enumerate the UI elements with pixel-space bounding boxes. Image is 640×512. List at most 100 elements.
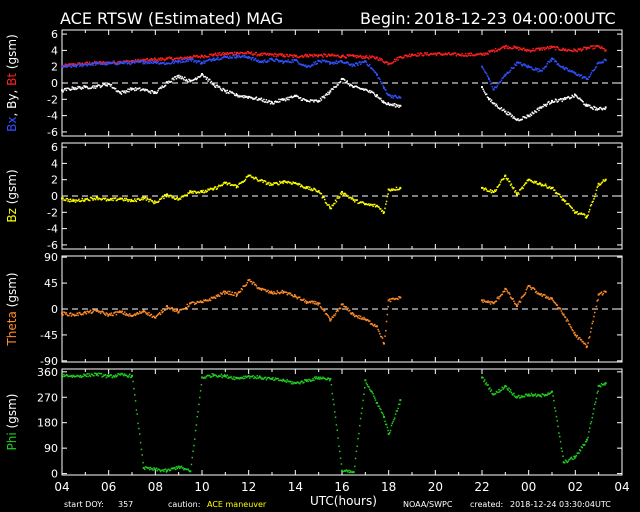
data-trace bbox=[368, 65, 370, 67]
data-trace bbox=[217, 86, 219, 88]
data-trace bbox=[144, 196, 147, 199]
data-trace bbox=[292, 383, 294, 385]
data-trace bbox=[202, 376, 204, 379]
data-trace bbox=[274, 53, 277, 55]
data-trace bbox=[489, 51, 491, 53]
data-trace bbox=[385, 320, 388, 323]
data-trace bbox=[378, 206, 380, 208]
data-trace bbox=[547, 101, 549, 104]
data-trace bbox=[553, 101, 555, 103]
data-trace bbox=[207, 55, 209, 58]
data-trace bbox=[505, 73, 508, 75]
data-trace bbox=[394, 298, 396, 301]
data-trace bbox=[162, 310, 164, 313]
data-point bbox=[107, 375, 110, 378]
data-trace bbox=[186, 194, 188, 196]
data-trace bbox=[446, 53, 448, 56]
data-trace bbox=[496, 391, 498, 394]
data-trace bbox=[216, 58, 218, 60]
data-trace bbox=[494, 47, 497, 50]
data-trace bbox=[330, 207, 333, 210]
data-trace bbox=[279, 98, 282, 101]
data-trace bbox=[265, 290, 268, 293]
data-trace bbox=[229, 377, 231, 379]
data-trace bbox=[133, 387, 135, 390]
data-trace bbox=[601, 294, 604, 296]
data-trace bbox=[599, 61, 602, 64]
data-trace bbox=[264, 101, 266, 103]
data-trace bbox=[444, 53, 446, 56]
data-trace bbox=[351, 312, 353, 314]
data-trace bbox=[540, 184, 543, 187]
data-trace bbox=[544, 103, 547, 106]
data-point bbox=[341, 303, 343, 306]
data-trace bbox=[389, 298, 391, 300]
data-trace bbox=[308, 100, 310, 103]
data-trace bbox=[184, 58, 186, 60]
data-trace bbox=[245, 52, 248, 55]
data-trace bbox=[507, 111, 509, 113]
data-trace bbox=[110, 374, 113, 376]
data-trace bbox=[210, 53, 213, 56]
data-trace bbox=[68, 64, 70, 66]
data-point bbox=[142, 309, 145, 312]
data-trace bbox=[565, 203, 568, 205]
data-trace bbox=[596, 300, 598, 302]
data-trace bbox=[322, 196, 324, 198]
data-trace bbox=[593, 198, 595, 200]
data-trace bbox=[244, 377, 246, 380]
data-point bbox=[84, 374, 87, 377]
data-trace bbox=[547, 60, 549, 63]
data-trace bbox=[304, 54, 306, 57]
data-trace bbox=[219, 88, 222, 90]
data-point bbox=[306, 99, 308, 102]
data-trace bbox=[99, 197, 101, 200]
data-trace bbox=[374, 71, 377, 74]
data-trace bbox=[134, 198, 136, 200]
data-trace bbox=[303, 55, 305, 58]
data-trace bbox=[134, 313, 136, 315]
data-trace bbox=[284, 180, 286, 182]
data-trace bbox=[118, 311, 120, 314]
data-trace bbox=[389, 95, 392, 97]
data-trace bbox=[234, 94, 237, 97]
data-point bbox=[282, 379, 285, 382]
data-trace bbox=[303, 381, 305, 384]
data-trace bbox=[80, 376, 83, 379]
data-trace bbox=[377, 328, 379, 331]
data-trace bbox=[258, 180, 260, 182]
data-trace bbox=[269, 57, 271, 60]
data-trace bbox=[193, 301, 195, 304]
data-trace bbox=[549, 392, 552, 394]
data-trace bbox=[338, 61, 340, 63]
data-trace bbox=[377, 405, 379, 407]
data-trace bbox=[348, 310, 350, 312]
data-trace bbox=[66, 374, 68, 377]
data-trace bbox=[93, 375, 95, 377]
data-trace bbox=[123, 91, 125, 94]
data-trace bbox=[435, 54, 438, 57]
data-trace bbox=[346, 309, 348, 311]
data-trace bbox=[565, 97, 568, 99]
data-trace bbox=[199, 190, 202, 192]
data-trace bbox=[566, 202, 568, 205]
data-trace bbox=[603, 59, 605, 61]
data-trace bbox=[147, 198, 149, 200]
data-trace bbox=[334, 199, 337, 202]
data-trace bbox=[99, 61, 102, 63]
data-trace bbox=[257, 287, 259, 290]
data-trace bbox=[141, 196, 143, 199]
data-trace bbox=[536, 67, 538, 70]
data-trace bbox=[289, 292, 292, 295]
data-trace bbox=[268, 54, 270, 57]
data-trace bbox=[162, 195, 164, 198]
data-trace bbox=[279, 59, 281, 62]
data-trace bbox=[578, 212, 580, 215]
data-trace bbox=[547, 392, 549, 394]
data-trace bbox=[543, 68, 545, 70]
data-trace bbox=[498, 82, 500, 85]
data-trace bbox=[581, 77, 583, 79]
data-trace bbox=[69, 375, 72, 377]
data-trace bbox=[138, 59, 140, 62]
data-trace bbox=[554, 407, 556, 409]
